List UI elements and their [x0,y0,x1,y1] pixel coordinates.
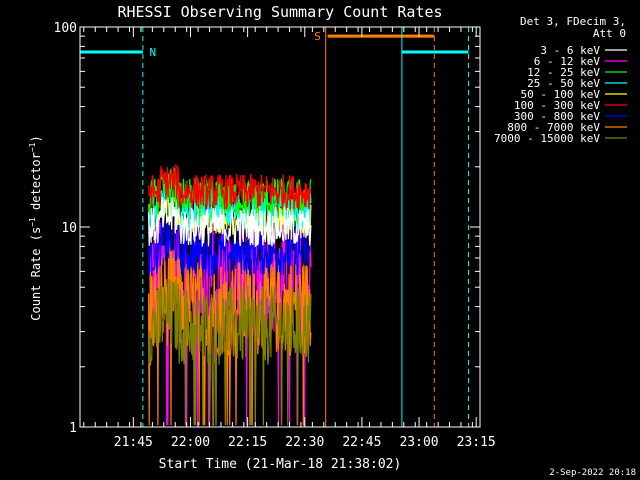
x-tick-label: 22:00 [171,435,210,450]
series-line-0 [148,197,312,247]
y-tick-label: 100 [54,21,77,36]
annotation-label-2: S [314,30,321,43]
x-tick-label: 22:30 [285,435,324,450]
x-tick-label: 22:45 [342,435,381,450]
chart-title: RHESSI Observing Summary Count Rates [117,3,442,21]
y-axis-label: Count Rate (s−1 detector−1) [28,135,43,320]
x-tick-label: 21:45 [114,435,153,450]
axes-layer: 1 10 100 21:45 22:00 22:15 22:30 22:45 23:00 23:1… [54,21,496,450]
x-tick-label: 23:00 [399,435,438,450]
x-tick-label: 23:15 [457,435,496,450]
legend-label-2: 12 - 25 keV [527,66,600,79]
legend-label-5: 100 - 300 keV [514,99,600,112]
footer-date: 2-Sep-2022 20:18 [549,468,636,478]
annotation-layer: NS [79,27,470,427]
legend-label-6: 300 - 800 keV [514,110,600,123]
y-tick-label: 1 [69,421,77,436]
annotation-label-0: N [150,46,157,59]
legend-label-7: 800 - 7000 keV [507,121,600,134]
data-layer [148,164,312,426]
legend-header-line-1: Det 3, FDecim 3, [520,15,626,28]
legend-label-0: 3 - 6 keV [540,44,600,57]
series-line-8 [148,278,312,426]
series-line-5 [148,164,312,210]
legend-label-8: 7000 - 15000 keV [494,132,600,145]
legend-label-3: 25 - 50 keV [527,77,600,90]
x-tick-label: 22:15 [228,435,267,450]
x-axis-label: Start Time (21-Mar-18 21:38:02) [159,457,402,472]
legend-label-4: 50 - 100 keV [521,88,601,101]
legend-label-1: 6 - 12 keV [534,55,601,68]
series-line-6 [148,218,312,276]
legend-header-line-2: Att 0 [593,27,626,40]
y-tick-label: 10 [61,221,77,236]
